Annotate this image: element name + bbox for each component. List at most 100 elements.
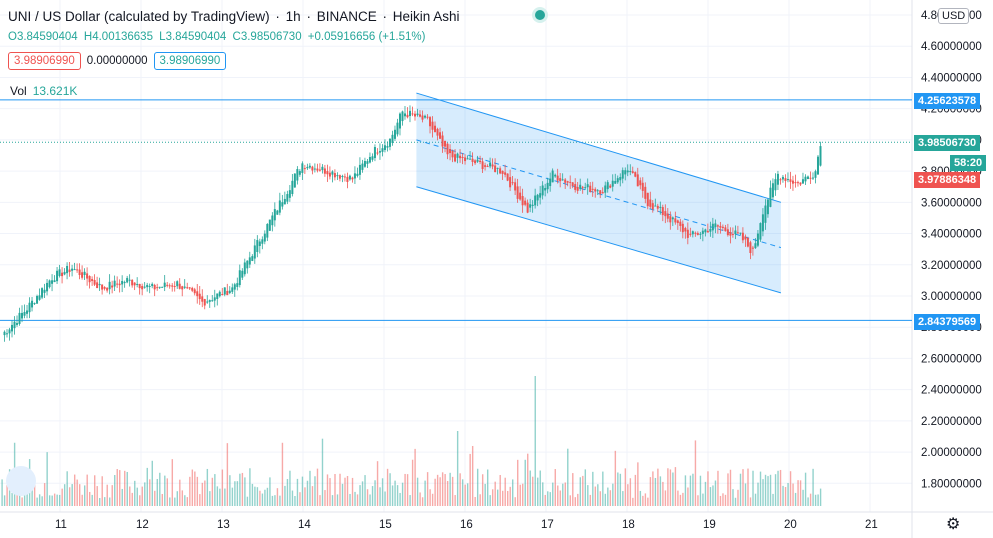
volume-bar xyxy=(179,479,181,506)
volume-bar xyxy=(757,482,759,506)
candle-body xyxy=(761,214,764,232)
candle-body xyxy=(161,286,164,288)
volume-bar xyxy=(807,497,809,506)
volume-bar xyxy=(411,459,414,506)
candle-body xyxy=(103,287,106,289)
candle-body xyxy=(61,272,64,277)
volume-bar xyxy=(767,476,769,506)
volume-bar xyxy=(459,473,461,506)
volume-bar xyxy=(36,497,38,506)
volume-bar xyxy=(574,497,576,506)
candle-body xyxy=(661,207,664,216)
volume-bar xyxy=(584,469,587,506)
market-status-icon[interactable] xyxy=(535,10,545,20)
sell-price[interactable]: 3.98906990 xyxy=(8,52,81,70)
candle-body xyxy=(181,286,184,290)
candle-body xyxy=(316,168,319,171)
volume-bar xyxy=(71,484,73,506)
volume-bar xyxy=(389,473,391,506)
candle-body xyxy=(734,230,737,235)
volume-bar xyxy=(662,481,664,506)
candle-body xyxy=(749,242,752,254)
candle-body xyxy=(729,232,732,236)
chart-type: Heikin Ashi xyxy=(392,9,460,24)
candle-body xyxy=(101,284,104,290)
volume-bar xyxy=(527,453,529,506)
candle-body xyxy=(376,152,379,154)
x-tick-label: 12 xyxy=(136,519,149,531)
candle-body xyxy=(454,154,457,162)
volume-bar xyxy=(644,493,647,506)
volume-bar xyxy=(451,476,454,506)
volume-bar xyxy=(809,493,812,506)
candle-body xyxy=(581,186,584,188)
candle-body xyxy=(466,158,469,160)
volume-bar xyxy=(549,492,551,506)
symbol-title[interactable]: UNI / US Dollar (calculated by TradingVi… xyxy=(8,8,462,26)
volume-bar xyxy=(344,477,346,506)
countdown-tag: 58:20 xyxy=(950,155,987,171)
candle-body xyxy=(709,228,712,232)
y-tick-label: 2.20000000 xyxy=(921,416,982,428)
currency-button[interactable]: USD xyxy=(938,8,970,24)
volume-bar xyxy=(802,489,804,506)
volume-bar xyxy=(21,497,23,506)
buy-price[interactable]: 3.98906990 xyxy=(153,52,227,70)
volume-bar xyxy=(58,494,61,506)
volume-bar xyxy=(704,481,707,506)
volume-bar xyxy=(784,487,787,506)
y-tick-label: 3.20000000 xyxy=(921,260,982,272)
volume-bar xyxy=(166,478,168,506)
candle-body xyxy=(416,113,419,116)
candle-body xyxy=(361,163,364,170)
candle-body xyxy=(521,196,524,206)
volume-bar xyxy=(737,489,739,506)
volume-bar xyxy=(119,470,121,506)
volume-bar xyxy=(559,490,561,506)
volume-bar xyxy=(354,491,356,506)
candle-body xyxy=(516,186,519,199)
candle-body xyxy=(98,283,101,286)
candle-body xyxy=(549,178,552,187)
gear-icon[interactable]: ⚙ xyxy=(946,516,961,533)
candle-body xyxy=(444,140,447,147)
volume-bar xyxy=(557,485,559,506)
candle-body xyxy=(599,190,602,194)
candle-body xyxy=(699,233,702,235)
volume-bar xyxy=(379,487,381,506)
candle-body xyxy=(639,180,642,186)
candle-body xyxy=(419,114,422,117)
candle-body xyxy=(781,176,784,180)
candle-body xyxy=(741,232,744,241)
candle-body xyxy=(579,184,582,189)
volume-bar xyxy=(184,495,186,506)
candle-body xyxy=(298,171,301,175)
volume-bar xyxy=(812,468,814,506)
candle-body xyxy=(621,170,624,179)
volume-bar xyxy=(264,489,266,506)
volume-bar xyxy=(101,476,103,506)
candle-body xyxy=(301,163,304,173)
candle-body xyxy=(491,164,494,167)
candle-body xyxy=(434,125,437,133)
candle-body xyxy=(569,181,572,183)
candle-body xyxy=(611,180,614,187)
volume-bar xyxy=(727,473,729,506)
candle-body xyxy=(651,203,654,210)
volume-bar xyxy=(319,495,321,506)
volume-bar xyxy=(149,479,151,506)
candle-body xyxy=(111,285,114,288)
candle-body xyxy=(213,297,216,301)
y-tick-label: 2.60000000 xyxy=(921,353,982,365)
candle-body xyxy=(796,182,799,184)
candle-body xyxy=(383,145,386,151)
volume-bar xyxy=(522,483,524,506)
volume-bar xyxy=(569,495,571,506)
candle-body xyxy=(534,195,537,206)
candle-body xyxy=(341,175,344,177)
volume-bar xyxy=(224,488,226,506)
candle-body xyxy=(241,270,244,278)
volume-bar xyxy=(446,481,449,506)
volume-bar xyxy=(86,474,88,506)
